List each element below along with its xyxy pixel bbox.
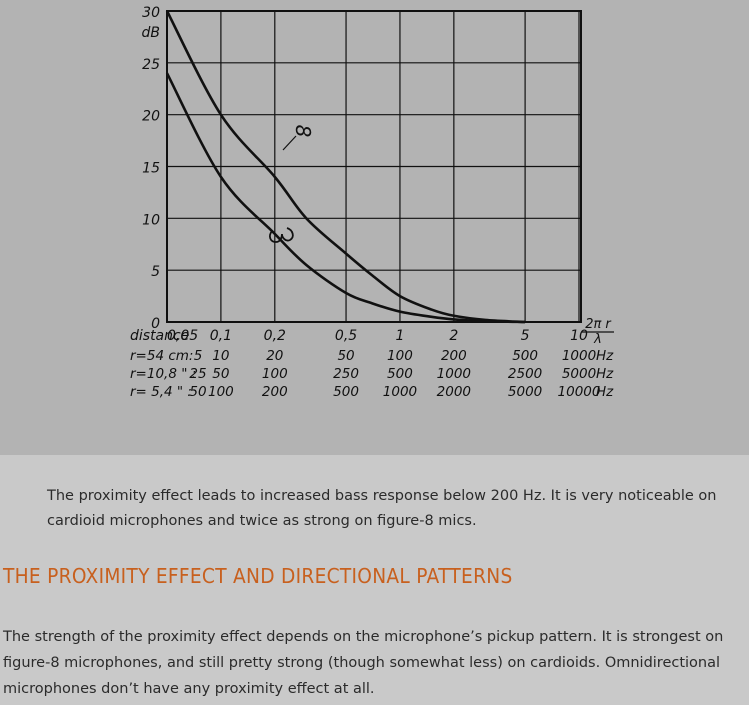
- distance-row-value: 500: [512, 348, 538, 364]
- distance-row-unit: Hz: [596, 348, 614, 364]
- distance-label: distance: [130, 328, 189, 344]
- distance-row-value: 500: [333, 384, 359, 400]
- distance-row-value: 100: [387, 348, 413, 364]
- distance-row-value: 50: [189, 384, 206, 400]
- figure8-leader: [282, 135, 297, 151]
- x-param-denominator: λ: [593, 332, 602, 347]
- cardioid-symbol-icon: [269, 227, 294, 243]
- distance-row-unit: Hz: [596, 366, 614, 382]
- x-param-numerator: 2π r: [585, 317, 612, 332]
- distance-row-value: 100: [262, 366, 288, 382]
- distance-row-value: 1000: [437, 366, 471, 382]
- series-line-cardioid: [165, 72, 526, 324]
- y-tick-label: 5: [151, 264, 160, 280]
- x-tick-label: 5: [521, 328, 530, 344]
- y-tick-label: 30: [142, 5, 160, 21]
- x-tick-label: 2: [449, 328, 458, 344]
- distance-row-value: 250: [333, 366, 359, 382]
- distance-row-label: r= 5,4 " :: [130, 384, 192, 400]
- distance-row-value: 20: [266, 348, 283, 364]
- chart-curves: [165, 10, 526, 324]
- y-tick-label: 15: [142, 161, 160, 177]
- x-tick-label: 0,5: [335, 328, 357, 344]
- distance-row-label: r=10,8 " :: [130, 366, 196, 382]
- distance-row-value: 500: [387, 366, 413, 382]
- distance-row-value: 1000: [562, 348, 596, 364]
- x-tick-label: 1: [395, 328, 404, 344]
- distance-row-value: 200: [441, 348, 467, 364]
- distance-row-value: 50: [212, 366, 229, 382]
- distance-row-value: 100: [208, 384, 234, 400]
- distance-row-value: 50: [337, 348, 354, 364]
- section-heading: THE PROXIMITY EFFECT AND DIRECTIONAL PAT…: [3, 564, 513, 588]
- series-line-figure8: [165, 10, 526, 324]
- x-tick-label: 0,2: [264, 328, 286, 344]
- distance-row-value: 1000: [383, 384, 417, 400]
- distance-row-unit: Hz: [596, 384, 614, 400]
- distance-row-value: 5: [194, 348, 203, 364]
- y-unit-label: dB: [142, 25, 161, 41]
- x-tick-label: 0,05: [167, 328, 198, 344]
- figure8-label: 8: [291, 125, 315, 138]
- distance-row-value: 5000: [508, 384, 542, 400]
- distance-row-value: 5000: [562, 366, 596, 382]
- distance-row-value: 10: [212, 348, 229, 364]
- distance-row-label: r=54 cm:: [130, 348, 193, 364]
- distance-row-value: 2000: [437, 384, 471, 400]
- y-tick-label: 20: [142, 109, 160, 125]
- x-tick-label: 0,1: [210, 328, 232, 344]
- distance-row-value: 10000: [558, 384, 601, 400]
- y-tick-label: 25: [142, 57, 160, 73]
- distance-row-value: 2500: [508, 366, 542, 382]
- y-tick-label: 10: [142, 212, 160, 228]
- y-tick-label: 0: [151, 316, 160, 332]
- body-paragraph: The strength of the proximity effect dep…: [3, 629, 724, 697]
- figure-caption: The proximity effect leads to increased …: [47, 488, 717, 529]
- distance-row-value: 200: [262, 384, 288, 400]
- figure-panel: [0, 0, 749, 455]
- distance-row-value: 25: [189, 366, 206, 382]
